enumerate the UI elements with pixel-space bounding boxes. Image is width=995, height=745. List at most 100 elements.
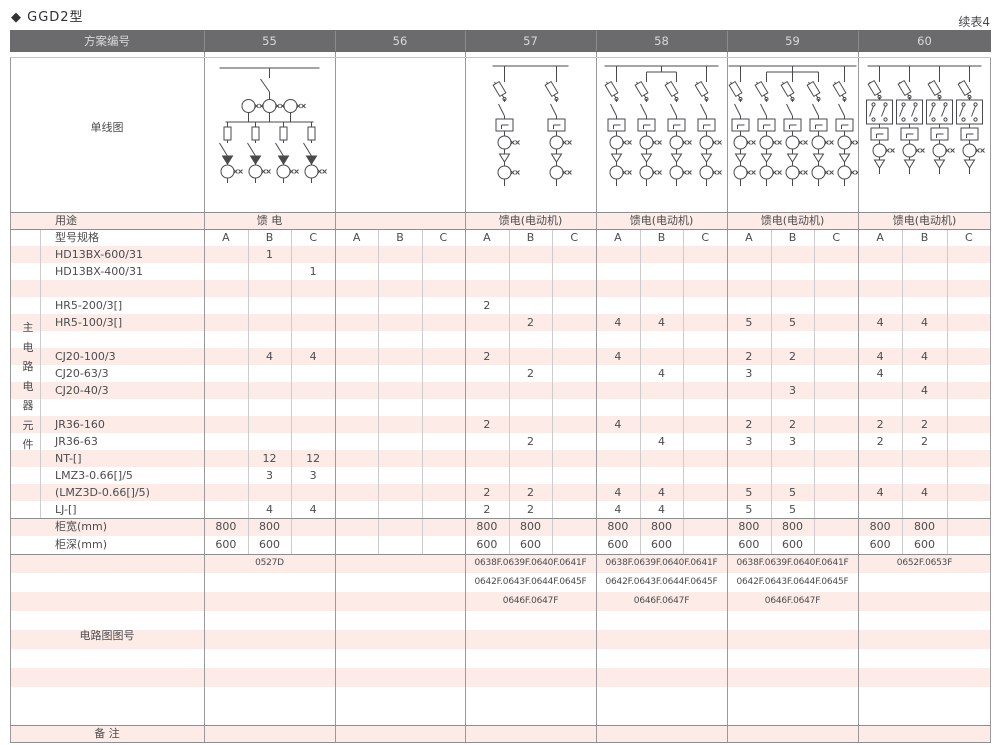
qty-cell: 4 [921,486,928,499]
qty-cell: 600 [520,538,541,551]
subcol-header: B [920,231,929,244]
grid-vline [552,229,553,554]
qty-cell: 2 [483,418,491,431]
subcol-header: C [570,231,578,244]
qty-cell: 5 [789,503,796,516]
subcol-header: B [396,231,404,244]
grid-hline [10,57,991,58]
subcol-header: B [526,231,535,244]
circuit-no-cell: 0638F.0639F.0640F.0641F [736,558,849,568]
subcol-header: C [439,231,448,244]
qty-cell: 4 [658,435,665,448]
header-bar [10,30,991,52]
circuit-row [10,649,991,668]
qty-cell: 1 [266,248,273,261]
header-separator [335,31,336,51]
qty-cell: 5 [745,486,753,499]
single-line-diagram-58 [604,65,722,186]
side-label-char: 器 [22,399,34,412]
grid-vline [902,229,903,554]
qty-cell: 5 [745,316,753,329]
qty-cell: 4 [921,384,928,397]
usage-cell: 馈 电 [256,214,283,227]
qty-cell: 2 [483,486,491,499]
subcol-header: C [964,231,973,244]
circuit-no-cell: 0646F.0647F [764,596,821,606]
circuit-no-cell: 0642F.0643F.0644F.0645F [474,577,587,587]
qty-cell: 600 [869,538,891,551]
qty-cell: 2 [483,503,491,516]
continuation-label: 续表4 [958,15,990,29]
qty-cell: 4 [658,367,665,380]
single-line-diagram-56 [335,52,465,212]
cabinet-depth-row [10,536,991,554]
qty-cell: 4 [658,503,665,516]
component-row [10,399,991,416]
grid-vline [10,57,11,743]
qty-cell: 2 [789,350,796,363]
scheme-spec-table: 方案编号 55 56 57 58 59 60 用途馈 电馈电(电动机) 馈电(电动机) 馈电(电动… [10,30,991,743]
grid-vline [204,52,205,743]
circuit-no-cell: 0652F.0653F [896,558,953,568]
grid-vline [465,52,466,743]
circuit-no-cell: 0638F.0639F.0640F.0641F [474,558,587,568]
spec-row [10,229,991,246]
row-label: LMZ3-0.66[]/5 [55,469,133,482]
qty-cell: 3 [309,469,317,482]
header-scheme-number: 59 [785,34,800,48]
component-row [10,484,991,501]
qty-cell: 800 [738,520,760,533]
qty-cell: 600 [914,538,935,551]
header-separator [858,31,859,51]
qty-cell: 4 [266,503,273,516]
qty-cell: 4 [876,316,884,329]
cabinet-width-row [10,518,991,536]
single-line-diagram-59 [728,65,858,186]
qty-cell: 600 [215,538,237,551]
spec-row-label: 型号规格 [55,231,99,244]
circuit-row [10,554,991,573]
row-label: JR36-160 [55,418,105,431]
grid-vline [378,229,379,554]
qty-cell: 3 [745,367,753,380]
grid-vline [683,229,684,554]
row-label: 柜宽(mm) [55,520,108,533]
qty-cell: 1 [309,265,317,278]
qty-cell: 2 [483,299,491,312]
single-line-diagram-57 [492,65,572,186]
component-row [10,246,991,263]
qty-cell: 5 [789,486,796,499]
row-label: CJ20-63/3 [55,367,109,380]
qty-cell: 3 [789,384,796,397]
row-label: LJ-[] [55,503,77,516]
grid-vline [291,229,292,554]
circuit-row [10,706,991,725]
subcol-header: C [701,231,709,244]
qty-cell: 2 [876,435,884,448]
subcol-header: B [788,231,797,244]
header-scheme-number: 58 [654,34,669,48]
usage-cell: 馈电(电动机) [629,214,694,227]
grid-hline [10,212,991,213]
component-row [10,331,991,348]
qty-cell: 800 [651,520,672,533]
usage-cell: 馈电(电动机) [760,214,825,227]
qty-cell: 12 [306,452,321,465]
subcol-header: A [876,231,884,244]
grid-hline [10,518,991,519]
circuit-row [10,687,991,706]
subcol-header: C [309,231,317,244]
qty-cell: 2 [745,418,753,431]
usage-row-label: 用途 [55,214,77,227]
qty-cell: 2 [527,503,534,516]
qty-cell: 4 [876,350,884,363]
side-label-char: 电 [22,379,34,393]
row-label: CJ20-40/3 [55,384,109,397]
subcol-header: C [832,231,840,244]
qty-cell: 5 [745,503,753,516]
row-label: HR5-200/3[] [55,299,123,312]
qty-cell: 3 [745,435,753,448]
usage-cell: 馈电(电动机) [498,214,563,227]
subcol-header: A [614,231,622,244]
qty-cell: 2 [789,418,796,431]
